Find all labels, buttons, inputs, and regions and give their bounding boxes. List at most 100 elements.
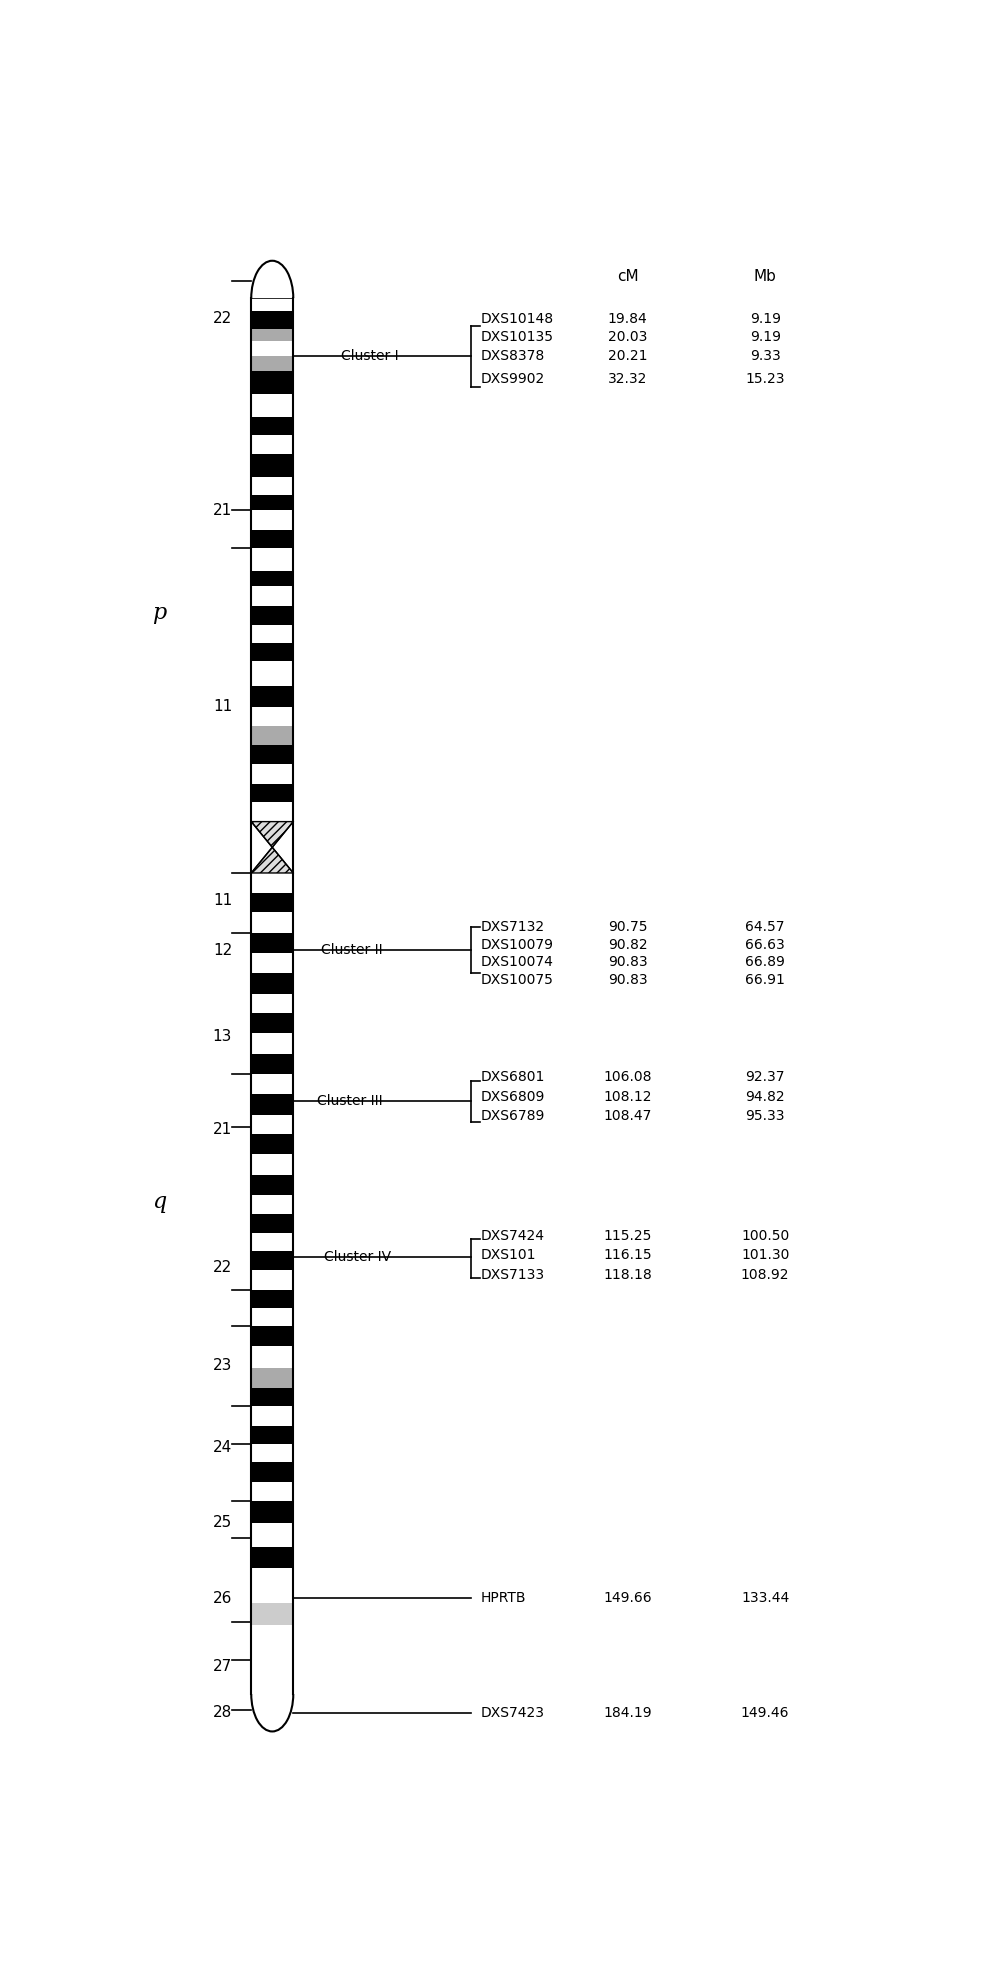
Bar — [251, 547, 293, 571]
Bar — [251, 934, 293, 954]
Text: 66.91: 66.91 — [745, 973, 785, 987]
Bar — [251, 530, 293, 547]
Bar — [251, 477, 293, 494]
Bar — [251, 1195, 293, 1214]
Text: 92.37: 92.37 — [745, 1069, 785, 1083]
Bar — [251, 571, 293, 587]
Text: 22: 22 — [213, 1260, 232, 1275]
Text: DXS8378: DXS8378 — [481, 349, 545, 363]
Text: 108.47: 108.47 — [603, 1109, 652, 1122]
Bar — [251, 1326, 293, 1346]
Text: 25: 25 — [213, 1515, 232, 1530]
Text: 21: 21 — [213, 502, 232, 518]
Bar — [251, 1444, 293, 1462]
Text: DXS6809: DXS6809 — [481, 1089, 545, 1103]
Bar — [251, 394, 293, 416]
Text: 66.63: 66.63 — [745, 938, 785, 952]
Bar — [251, 661, 293, 685]
Bar — [251, 1034, 293, 1054]
Text: 115.25: 115.25 — [603, 1228, 652, 1242]
Bar — [251, 357, 293, 371]
Text: Mb: Mb — [753, 269, 777, 284]
Text: DXS6789: DXS6789 — [481, 1109, 545, 1122]
Text: 149.46: 149.46 — [740, 1705, 790, 1721]
Bar — [251, 510, 293, 530]
Text: Cluster II: Cluster II — [321, 944, 383, 957]
Bar — [251, 1426, 293, 1444]
Text: HPRTB: HPRTB — [481, 1591, 527, 1605]
Text: 108.12: 108.12 — [603, 1089, 652, 1103]
Bar — [251, 455, 293, 477]
Text: DXS7133: DXS7133 — [481, 1267, 545, 1281]
Bar — [251, 1134, 293, 1154]
Bar — [251, 893, 293, 912]
Text: DXS7424: DXS7424 — [481, 1228, 545, 1242]
Text: 20.03: 20.03 — [608, 330, 647, 343]
Text: DXS9902: DXS9902 — [481, 373, 545, 387]
Text: 21: 21 — [213, 1122, 232, 1138]
Text: 94.82: 94.82 — [745, 1089, 785, 1103]
Bar — [251, 1462, 293, 1481]
Text: 22: 22 — [213, 312, 232, 326]
Bar — [251, 1073, 293, 1093]
Bar — [251, 1154, 293, 1175]
Bar — [251, 706, 293, 726]
Bar — [251, 1175, 293, 1195]
Text: DXS10135: DXS10135 — [481, 330, 554, 343]
Text: 116.15: 116.15 — [603, 1248, 652, 1262]
Text: 13: 13 — [213, 1028, 232, 1044]
Bar — [251, 1269, 293, 1289]
Bar — [251, 371, 293, 394]
Text: 106.08: 106.08 — [603, 1069, 652, 1083]
Text: DXS7132: DXS7132 — [481, 920, 545, 934]
Bar — [251, 1389, 293, 1407]
Text: 90.75: 90.75 — [607, 920, 648, 934]
Text: 12: 12 — [213, 942, 232, 957]
Bar — [251, 1014, 293, 1034]
Text: 24: 24 — [213, 1440, 232, 1454]
Text: DXS6801: DXS6801 — [481, 1069, 545, 1083]
Text: Cluster I: Cluster I — [341, 349, 398, 363]
Text: 90.83: 90.83 — [607, 955, 648, 969]
Bar — [251, 873, 293, 893]
Bar — [251, 1568, 293, 1603]
Bar — [251, 973, 293, 995]
Text: 9.19: 9.19 — [749, 312, 781, 326]
Bar — [251, 1232, 293, 1250]
Bar — [251, 1054, 293, 1073]
Bar — [251, 1214, 293, 1232]
Text: 95.33: 95.33 — [745, 1109, 785, 1122]
Bar — [251, 1481, 293, 1501]
Text: 19.84: 19.84 — [607, 312, 648, 326]
Bar — [251, 330, 293, 341]
Text: 90.83: 90.83 — [607, 973, 648, 987]
Bar — [251, 606, 293, 626]
Bar — [251, 436, 293, 455]
Text: 118.18: 118.18 — [603, 1267, 652, 1281]
Text: 27: 27 — [213, 1658, 232, 1674]
Bar — [251, 744, 293, 763]
Text: 28: 28 — [213, 1705, 232, 1721]
Bar — [251, 626, 293, 644]
Bar — [251, 341, 293, 357]
Text: 20.21: 20.21 — [607, 349, 648, 363]
Bar — [251, 644, 293, 661]
Bar — [251, 1346, 293, 1369]
Bar — [251, 416, 293, 436]
Bar — [251, 1625, 293, 1709]
Text: 108.92: 108.92 — [740, 1267, 790, 1281]
Text: 11: 11 — [213, 893, 232, 908]
Bar — [251, 1501, 293, 1523]
Bar — [251, 587, 293, 606]
Bar — [251, 1114, 293, 1134]
Text: Cluster III: Cluster III — [317, 1095, 383, 1109]
Bar — [251, 1369, 293, 1389]
Text: 9.19: 9.19 — [749, 330, 781, 343]
Bar — [251, 298, 293, 310]
Text: 11: 11 — [213, 698, 232, 714]
Bar — [251, 1309, 293, 1326]
Text: 9.33: 9.33 — [749, 349, 781, 363]
Bar — [251, 494, 293, 510]
Bar — [251, 802, 293, 822]
Text: 90.82: 90.82 — [607, 938, 648, 952]
